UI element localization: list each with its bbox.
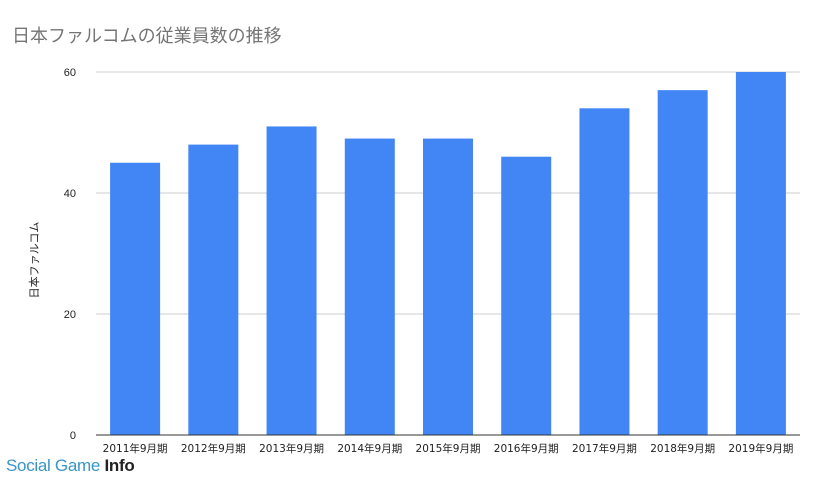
watermark-info-text: Info xyxy=(104,456,135,475)
x-tick-label: 2011年9月期 xyxy=(103,442,168,455)
y-axis-ticks: 0 20 40 60 xyxy=(64,67,76,442)
bar-2014年9月期 xyxy=(344,138,395,436)
chart-title: 日本ファルコムの従業員数の推移 xyxy=(12,26,282,47)
x-axis-ticks: 2011年9月期 2012年9月期 2013年9月期 2014年9月期 2015年9月期… xyxy=(103,442,794,455)
y-tick-label: 60 xyxy=(64,67,76,79)
y-tick-label: 0 xyxy=(70,430,76,442)
x-tick-label: 2013年9月期 xyxy=(259,442,324,455)
bar-2016年9月期 xyxy=(501,156,552,435)
x-tick-label: 2018年9月期 xyxy=(650,442,715,455)
bar-2019年9月期 xyxy=(735,72,786,435)
bar-2018年9月期 xyxy=(657,90,708,436)
y-axis-label: 日本ファルコム xyxy=(27,222,41,299)
x-tick-label: 2016年9月期 xyxy=(494,442,559,455)
bar-2011年9月期 xyxy=(110,162,161,435)
x-tick-label: 2019年9月期 xyxy=(728,442,793,455)
y-tick-label: 20 xyxy=(64,309,76,321)
bar-2017年9月期 xyxy=(579,108,630,436)
x-tick-label: 2014年9月期 xyxy=(337,442,402,455)
bar-2015年9月期 xyxy=(423,138,473,436)
x-tick-label: 2017年9月期 xyxy=(572,442,637,455)
y-tick-label: 40 xyxy=(64,188,76,200)
watermark-logo: Social Game Info xyxy=(6,456,135,476)
bar-2012年9月期 xyxy=(188,144,239,435)
x-tick-label: 2015年9月期 xyxy=(416,442,481,455)
watermark-main-text: Social Game xyxy=(6,456,105,475)
x-tick-label: 2012年9月期 xyxy=(181,442,246,455)
bars xyxy=(110,72,786,436)
bar-2013年9月期 xyxy=(266,126,317,435)
